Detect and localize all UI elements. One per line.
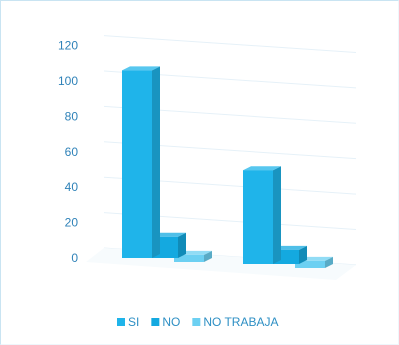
legend-item: NO TRABAJA <box>192 315 278 329</box>
y-axis-ticks: 0 20 40 60 80 100 120 <box>58 39 78 265</box>
y-tick-label: 20 <box>65 216 79 230</box>
y-tick-label: 0 <box>71 251 78 265</box>
legend-item: SI <box>117 315 139 329</box>
y-tick-label: 120 <box>58 39 78 53</box>
legend-swatch <box>117 318 125 326</box>
legend-swatch <box>151 318 160 326</box>
legend-label: NO <box>162 315 180 329</box>
y-tick-label: 60 <box>65 145 79 159</box>
bar-si <box>122 66 160 258</box>
bar-si <box>243 166 281 264</box>
legend-swatch <box>192 318 201 326</box>
y-tick-label: 40 <box>65 180 79 194</box>
legend: SI NO NO TRABAJA <box>117 315 278 329</box>
y-tick-label: 100 <box>58 74 78 88</box>
gridline <box>103 35 357 53</box>
bars <box>122 66 333 268</box>
y-tick-label: 80 <box>65 109 79 123</box>
legend-label: NO TRABAJA <box>203 315 278 329</box>
legend-label: SI <box>128 315 139 329</box>
legend-item: NO <box>151 315 180 329</box>
